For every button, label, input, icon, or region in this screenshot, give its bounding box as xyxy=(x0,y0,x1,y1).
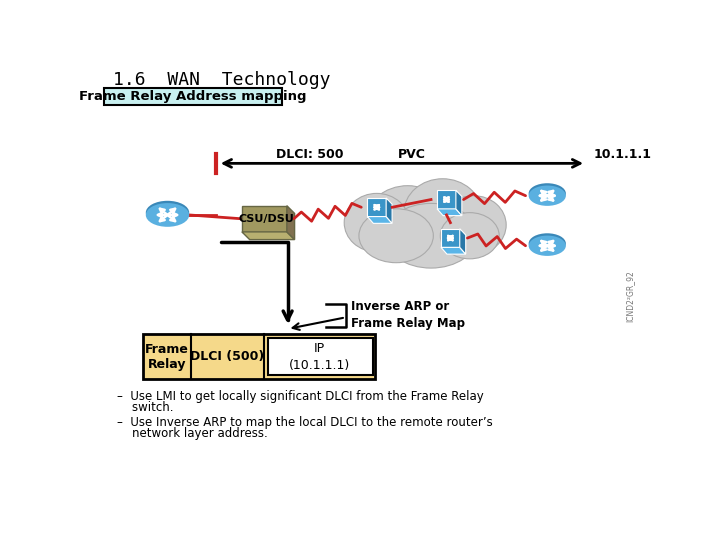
Text: Frame Relay Address mapping: Frame Relay Address mapping xyxy=(79,90,307,103)
Ellipse shape xyxy=(145,203,189,227)
Text: –  Use LMI to get locally significant DLCI from the Frame Relay: – Use LMI to get locally significant DLC… xyxy=(117,390,484,403)
FancyBboxPatch shape xyxy=(143,334,375,379)
Text: PVC: PVC xyxy=(397,148,426,161)
Ellipse shape xyxy=(441,213,499,259)
Text: 10.1.1.1: 10.1.1.1 xyxy=(594,148,652,161)
Text: network layer address.: network layer address. xyxy=(117,428,268,441)
FancyBboxPatch shape xyxy=(269,338,373,375)
Ellipse shape xyxy=(441,195,506,254)
Ellipse shape xyxy=(404,179,482,247)
Polygon shape xyxy=(437,190,456,209)
Polygon shape xyxy=(441,229,460,247)
Text: switch.: switch. xyxy=(117,401,174,414)
Text: IP
(10.1.1.1): IP (10.1.1.1) xyxy=(289,342,351,372)
Ellipse shape xyxy=(365,186,451,260)
Text: –  Use Inverse ARP to map the local DLCI to the remote router’s: – Use Inverse ARP to map the local DLCI … xyxy=(117,416,493,429)
Polygon shape xyxy=(242,232,294,240)
Polygon shape xyxy=(242,206,287,232)
Polygon shape xyxy=(367,198,386,217)
Ellipse shape xyxy=(359,209,433,262)
Polygon shape xyxy=(386,198,392,224)
Text: CSU/DSU: CSU/DSU xyxy=(238,214,294,224)
Polygon shape xyxy=(437,209,462,215)
Text: Frame
Relay: Frame Relay xyxy=(145,342,189,370)
Polygon shape xyxy=(456,190,462,215)
Text: Inverse ARP or: Inverse ARP or xyxy=(351,300,449,313)
Ellipse shape xyxy=(528,183,566,204)
Polygon shape xyxy=(460,229,466,254)
Polygon shape xyxy=(441,247,466,254)
Polygon shape xyxy=(367,217,392,224)
Text: Frame Relay Map: Frame Relay Map xyxy=(351,317,465,330)
Ellipse shape xyxy=(528,233,566,254)
Text: DLCI (500): DLCI (500) xyxy=(190,350,265,363)
Ellipse shape xyxy=(528,235,566,256)
Ellipse shape xyxy=(145,201,189,225)
Ellipse shape xyxy=(344,193,409,252)
Ellipse shape xyxy=(384,204,477,268)
Polygon shape xyxy=(287,206,294,240)
Ellipse shape xyxy=(528,186,566,206)
Text: 1.6  WAN  Technology: 1.6 WAN Technology xyxy=(113,71,330,89)
FancyBboxPatch shape xyxy=(104,88,282,105)
Text: ICND2²GR_92: ICND2²GR_92 xyxy=(626,270,634,322)
Text: DLCI: 500: DLCI: 500 xyxy=(276,148,343,161)
